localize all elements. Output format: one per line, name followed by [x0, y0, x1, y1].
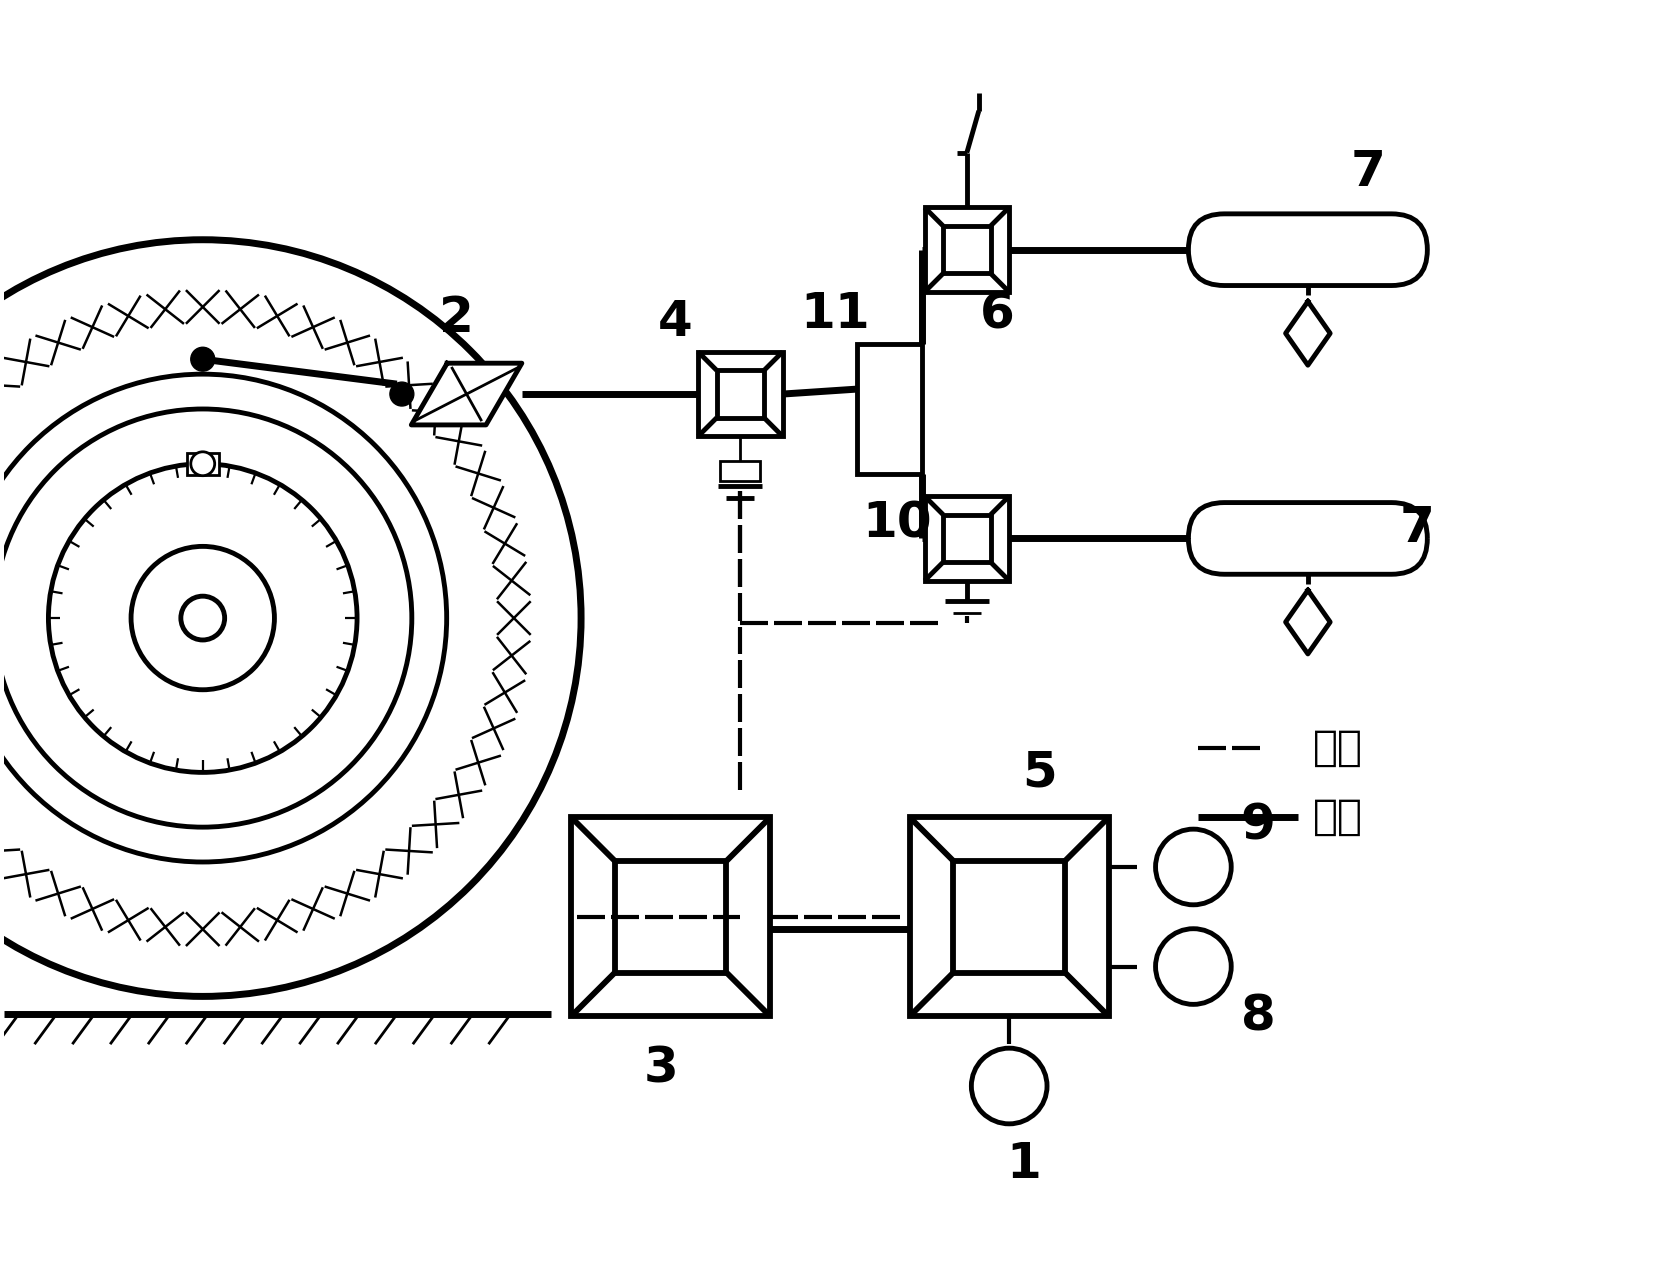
Text: 2: 2	[440, 294, 474, 342]
Circle shape	[1155, 829, 1231, 905]
Bar	[717, 370, 764, 417]
Bar	[721, 462, 760, 481]
Bar	[187, 453, 218, 474]
Text: 电路: 电路	[1312, 727, 1362, 768]
Text: 7: 7	[1400, 505, 1435, 553]
Polygon shape	[412, 363, 522, 425]
Text: 4: 4	[658, 298, 693, 346]
Bar	[615, 861, 726, 973]
FancyBboxPatch shape	[1189, 502, 1427, 574]
Circle shape	[0, 410, 412, 827]
Polygon shape	[1286, 302, 1331, 365]
Text: 10: 10	[863, 500, 932, 548]
Bar	[698, 351, 782, 436]
Text: 气路: 气路	[1312, 796, 1362, 838]
Text: 1: 1	[1007, 1140, 1041, 1188]
Circle shape	[1155, 928, 1231, 1004]
Circle shape	[0, 374, 446, 862]
Text: 6: 6	[979, 290, 1015, 339]
Circle shape	[190, 451, 215, 476]
Circle shape	[390, 382, 413, 406]
FancyBboxPatch shape	[1189, 214, 1427, 285]
Text: 9: 9	[1241, 801, 1276, 850]
Bar	[944, 226, 990, 274]
Circle shape	[190, 347, 215, 372]
Text: 5: 5	[1022, 748, 1056, 796]
Text: 11: 11	[800, 290, 869, 339]
Circle shape	[48, 464, 357, 772]
Bar	[944, 515, 990, 562]
Circle shape	[131, 547, 274, 690]
Bar	[924, 496, 1010, 581]
Text: 8: 8	[1241, 993, 1276, 1040]
Circle shape	[972, 1049, 1046, 1123]
Polygon shape	[1286, 590, 1331, 654]
Bar	[572, 817, 770, 1017]
Bar	[924, 208, 1010, 292]
Bar	[954, 861, 1065, 973]
Text: 3: 3	[643, 1044, 678, 1092]
Text: 7: 7	[1351, 148, 1385, 197]
Bar	[858, 345, 922, 474]
Bar	[909, 817, 1109, 1017]
Circle shape	[180, 596, 225, 640]
